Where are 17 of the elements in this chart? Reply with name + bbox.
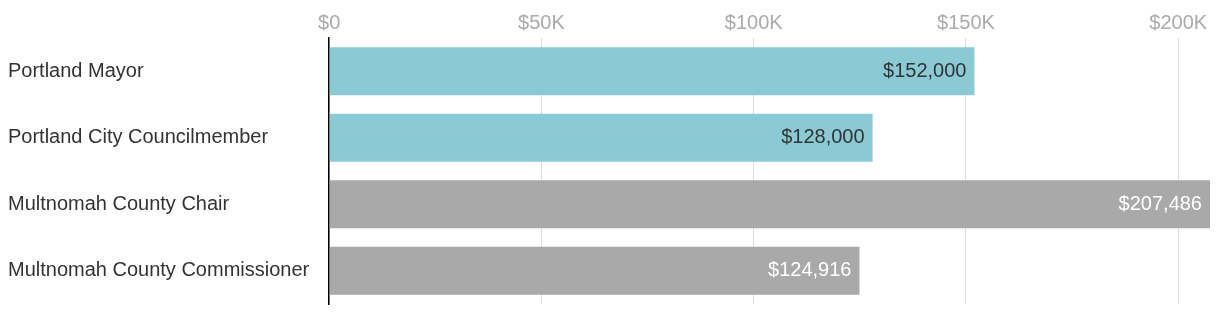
bar	[329, 113, 873, 162]
bar	[329, 47, 975, 96]
y-tick-label: Multnomah County Chair	[8, 191, 230, 214]
data-label: $152,000	[883, 58, 967, 81]
y-tick-label: Portland City Councilmember	[8, 125, 269, 148]
y-tick-label: Portland Mayor	[8, 58, 144, 81]
bar	[329, 180, 1210, 229]
data-label: $124,916	[768, 258, 852, 281]
x-tick-label: $0	[318, 10, 341, 33]
y-tick-label: Multnomah County Commissioner	[8, 258, 310, 281]
x-tick-label: $150K	[937, 10, 996, 33]
x-tick-label: $200K	[1149, 10, 1208, 33]
data-label: $207,486	[1118, 191, 1202, 214]
x-tick-label: $50K	[518, 10, 566, 33]
bar	[329, 246, 860, 295]
x-tick-label: $100K	[724, 10, 784, 33]
data-label: $128,000	[781, 125, 865, 148]
